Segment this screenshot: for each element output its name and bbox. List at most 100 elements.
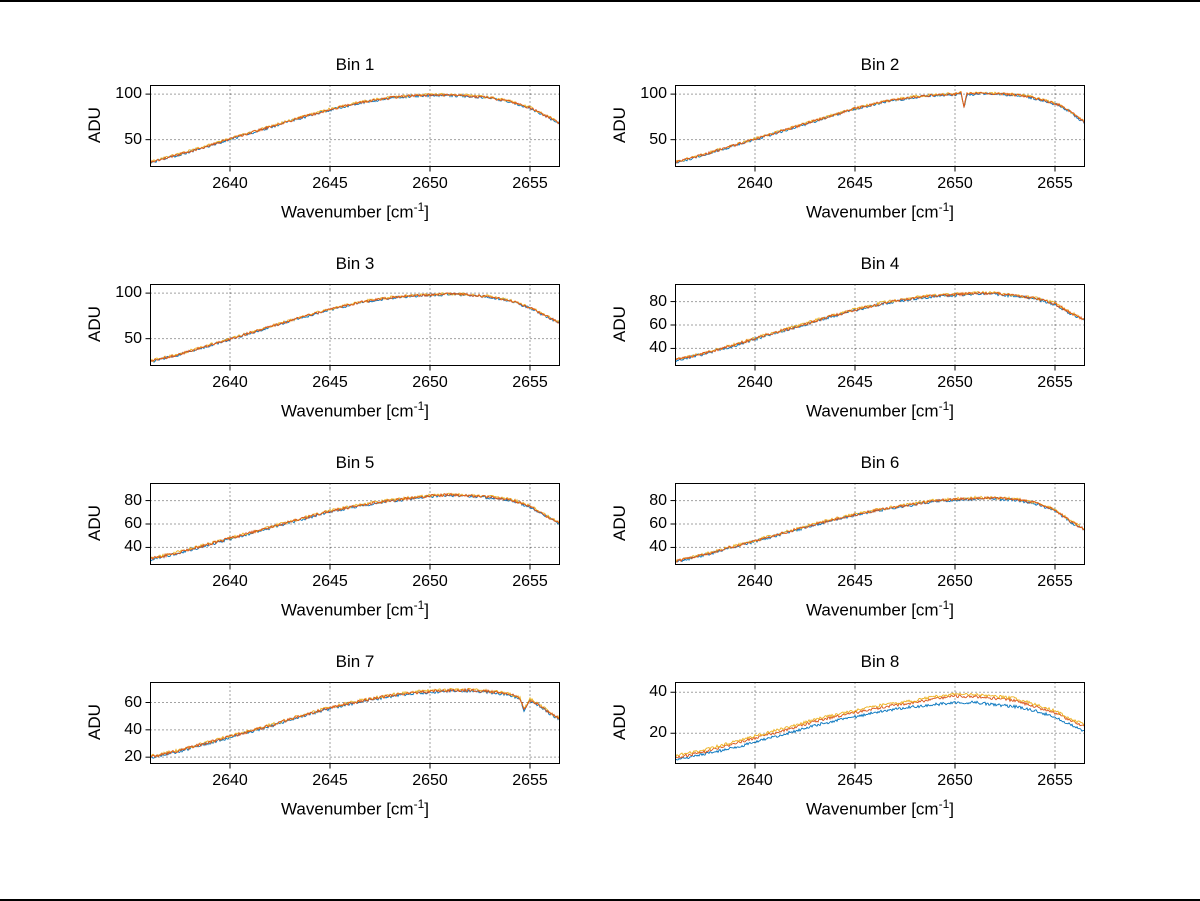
data-series-channel-1 <box>150 93 560 164</box>
x-tick-label: 2640 <box>212 374 248 391</box>
x-axis-label-text: Wavenumber [cm <box>281 202 414 222</box>
x-axis-label-text: Wavenumber [cm <box>806 600 939 620</box>
x-tick-label: 2650 <box>937 772 973 789</box>
plot-title: Bin 1 <box>335 55 375 74</box>
plot-area-bin-7 <box>145 682 560 769</box>
data-series-channel-2 <box>675 496 1085 563</box>
x-axis-label-text: Wavenumber [cm <box>281 799 414 819</box>
x-axis-label-text: Wavenumber [cm <box>281 600 414 620</box>
data-series-channel-3 <box>675 495 1085 563</box>
plot-area-bin-5 <box>145 483 560 570</box>
x-axis-label-text-end: ] <box>424 401 429 421</box>
x-tick-label: 2640 <box>737 573 773 590</box>
plot-frame <box>675 483 1085 565</box>
plot-frame <box>150 85 560 167</box>
data-series-channel-2 <box>675 694 1085 759</box>
x-tick-label: 2650 <box>412 772 448 789</box>
data-series-channel-2 <box>150 292 560 363</box>
plot-area-bin-3 <box>145 284 560 371</box>
plot-area-bin-4 <box>670 284 1085 371</box>
y-tick-label: 40 <box>124 720 142 738</box>
y-tick-label: 60 <box>124 515 142 532</box>
x-axis-label-superscript: -1 <box>413 598 425 612</box>
x-tick-label: 2650 <box>412 175 448 192</box>
plot-frame <box>675 284 1085 366</box>
x-axis-label-text: Wavenumber [cm <box>806 799 939 819</box>
x-axis-label-text-end: ] <box>424 202 429 222</box>
x-axis-label-superscript: -1 <box>413 399 425 413</box>
x-axis-label: Wavenumber [cm-1] <box>675 197 1085 223</box>
data-series-channel-1 <box>150 688 560 759</box>
x-tick-label: 2655 <box>512 573 548 590</box>
x-tick-label: 2650 <box>412 374 448 391</box>
y-tick-label: 50 <box>649 130 667 148</box>
plot-frame <box>675 682 1085 764</box>
data-series-channel-3 <box>150 687 560 759</box>
x-tick-label: 2650 <box>412 573 448 590</box>
x-axis-label-superscript: -1 <box>413 797 425 811</box>
x-tick-label: 2640 <box>737 772 773 789</box>
y-tick-label: 50 <box>124 130 142 148</box>
plot-title: Bin 8 <box>860 652 900 671</box>
plot-frame <box>150 483 560 565</box>
x-tick-label: 2640 <box>212 772 248 789</box>
x-axis-label-text-end: ] <box>949 600 954 620</box>
plot-frame <box>675 85 1085 167</box>
data-series-channel-1 <box>150 292 560 363</box>
x-tick-label: 2645 <box>312 175 348 192</box>
top-border <box>0 0 1200 2</box>
y-tick-label: 100 <box>640 85 667 103</box>
data-series-channel-2 <box>675 91 1085 164</box>
x-tick-label: 2655 <box>512 374 548 391</box>
data-series-channel-1 <box>150 494 560 562</box>
plot-title: Bin 6 <box>860 453 900 472</box>
plot-title: Bin 4 <box>860 254 900 273</box>
data-series-channel-1 <box>675 292 1085 363</box>
x-axis-label: Wavenumber [cm-1] <box>150 197 560 223</box>
y-tick-label: 100 <box>115 85 142 103</box>
y-tick-label: 20 <box>649 724 667 742</box>
x-axis-label: Wavenumber [cm-1] <box>150 396 560 422</box>
x-axis-label-text: Wavenumber [cm <box>806 202 939 222</box>
x-tick-label: 2650 <box>937 573 973 590</box>
plot-title: Bin 5 <box>335 453 375 472</box>
x-tick-label: 2655 <box>1037 772 1073 789</box>
x-axis-label-superscript: -1 <box>413 200 425 214</box>
x-axis-label: Wavenumber [cm-1] <box>150 794 560 820</box>
bottom-border <box>0 899 1200 901</box>
x-tick-label: 2645 <box>837 772 873 789</box>
x-tick-label: 2640 <box>737 374 773 391</box>
y-tick-label: 40 <box>124 538 142 556</box>
x-axis-label-text-end: ] <box>424 600 429 620</box>
data-series-channel-2 <box>675 291 1085 361</box>
plot-area-bin-6 <box>670 483 1085 570</box>
x-axis-label-text-end: ] <box>949 401 954 421</box>
x-tick-label: 2650 <box>937 374 973 391</box>
y-tick-label: 60 <box>649 316 667 333</box>
data-series-channel-3 <box>150 492 560 560</box>
y-tick-label: 40 <box>649 538 667 556</box>
plot-frame <box>150 682 560 764</box>
y-tick-label: 80 <box>649 292 667 310</box>
x-axis-label: Wavenumber [cm-1] <box>150 595 560 621</box>
x-tick-label: 2650 <box>937 175 973 192</box>
y-tick-label: 20 <box>124 748 142 766</box>
x-tick-label: 2655 <box>1037 175 1073 192</box>
x-tick-label: 2645 <box>837 573 873 590</box>
x-axis-label-text-end: ] <box>424 799 429 819</box>
plot-title: Bin 3 <box>335 254 375 273</box>
x-axis-label-text-end: ] <box>949 799 954 819</box>
x-tick-label: 2645 <box>837 374 873 391</box>
y-tick-label: 80 <box>649 491 667 509</box>
x-tick-label: 2655 <box>1037 573 1073 590</box>
x-axis-label: Wavenumber [cm-1] <box>675 396 1085 422</box>
x-axis-label-superscript: -1 <box>938 598 950 612</box>
x-axis-label-superscript: -1 <box>938 797 950 811</box>
x-axis-label-superscript: -1 <box>938 399 950 413</box>
x-tick-label: 2645 <box>837 175 873 192</box>
y-tick-label: 40 <box>649 339 667 357</box>
y-tick-label: 50 <box>124 329 142 347</box>
x-tick-label: 2655 <box>512 772 548 789</box>
data-series-channel-1 <box>675 700 1085 762</box>
